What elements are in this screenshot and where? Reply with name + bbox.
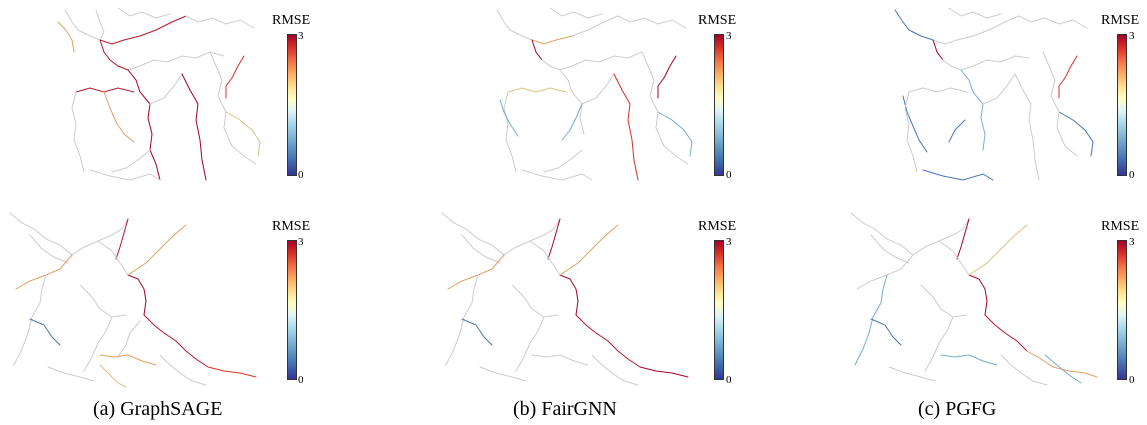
river-network-map — [9, 212, 257, 388]
river-network-map — [894, 7, 1094, 181]
colorbar-title: RMSE — [698, 219, 737, 234]
colorbar — [1117, 240, 1127, 380]
caption-graphsage: (a) GraphSAGE — [93, 398, 223, 420]
colorbar-max-label: 3 — [1129, 236, 1135, 248]
panel-pgfg-bottom: RMSE 3 0 — [845, 205, 1147, 390]
colorbar-min-label: 0 — [1129, 169, 1135, 181]
river-network-map — [441, 212, 689, 386]
colorbar-title: RMSE — [1101, 13, 1140, 28]
river-network-map — [57, 7, 261, 181]
colorbar-min-label: 0 — [298, 374, 304, 386]
river-network-map — [496, 7, 693, 181]
panel-graphsage-bottom: RMSE 3 0 — [0, 205, 330, 390]
colorbar-min-label: 0 — [298, 169, 304, 181]
colorbar-title: RMSE — [272, 13, 311, 28]
colorbar — [714, 240, 724, 380]
colorbar-max-label: 3 — [298, 236, 304, 248]
panel-fairgnn-bottom: RMSE 3 0 — [432, 205, 762, 390]
colorbar — [1117, 34, 1127, 176]
panel-graphsage-top: RMSE 3 0 — [0, 0, 330, 190]
colorbar-min-label: 0 — [726, 374, 732, 386]
colorbar-min-label: 0 — [726, 169, 732, 181]
colorbar-max-label: 3 — [298, 30, 304, 42]
colorbar-max-label: 3 — [726, 30, 732, 42]
panel-fairgnn-top: RMSE 3 0 — [432, 0, 762, 190]
colorbar-title: RMSE — [272, 219, 311, 234]
colorbar-title: RMSE — [698, 13, 737, 28]
colorbar-title: RMSE — [1101, 219, 1140, 234]
caption-fairgnn: (b) FairGNN — [513, 398, 617, 420]
colorbar — [287, 240, 297, 380]
panel-pgfg-top: RMSE 3 0 — [845, 0, 1147, 190]
colorbar — [287, 34, 297, 176]
colorbar-max-label: 3 — [1129, 30, 1135, 42]
colorbar — [714, 34, 724, 176]
river-network-map — [850, 212, 1098, 386]
colorbar-min-label: 0 — [1129, 374, 1135, 386]
colorbar-max-label: 3 — [726, 236, 732, 248]
caption-pgfg: (c) PGFG — [918, 398, 997, 420]
